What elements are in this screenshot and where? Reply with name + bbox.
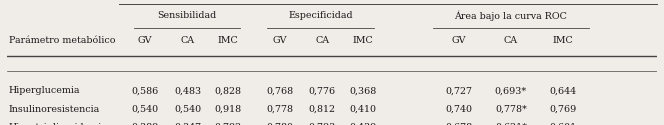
Text: 0,727: 0,727 — [446, 86, 472, 95]
Text: 0,778*: 0,778* — [495, 104, 527, 114]
Text: CA: CA — [315, 36, 329, 45]
Text: 0,769: 0,769 — [549, 104, 576, 114]
Text: 0,439: 0,439 — [349, 123, 376, 125]
Text: 0,740: 0,740 — [446, 104, 472, 114]
Text: 0,918: 0,918 — [214, 104, 242, 114]
Text: 0,483: 0,483 — [174, 86, 201, 95]
Text: 0,601: 0,601 — [549, 123, 576, 125]
Text: 0,389: 0,389 — [131, 123, 159, 125]
Text: IMC: IMC — [218, 36, 238, 45]
Text: 0,347: 0,347 — [174, 123, 201, 125]
Text: 0,812: 0,812 — [309, 104, 336, 114]
Text: 0,792: 0,792 — [214, 123, 242, 125]
Text: Parámetro metabólico: Parámetro metabólico — [9, 36, 115, 45]
Text: 0,621*: 0,621* — [495, 123, 527, 125]
Text: GV: GV — [452, 36, 466, 45]
Text: 0,828: 0,828 — [214, 86, 242, 95]
Text: Hiperglucemia: Hiperglucemia — [9, 86, 80, 95]
Text: 0,410: 0,410 — [349, 104, 376, 114]
Text: Insulinoresistencia: Insulinoresistencia — [9, 104, 100, 114]
Text: 0,368: 0,368 — [349, 86, 376, 95]
Text: CA: CA — [504, 36, 518, 45]
Text: 0,540: 0,540 — [131, 104, 159, 114]
Text: 0,776: 0,776 — [309, 86, 336, 95]
Text: Hipertrigliceridemia: Hipertrigliceridemia — [9, 123, 108, 125]
Text: CA: CA — [181, 36, 195, 45]
Text: Especificidad: Especificidad — [289, 12, 353, 20]
Text: 0,693*: 0,693* — [495, 86, 527, 95]
Text: 0,644: 0,644 — [549, 86, 576, 95]
Text: 0,678: 0,678 — [446, 123, 473, 125]
Text: 0,778: 0,778 — [266, 104, 293, 114]
Text: Sensibilidad: Sensibilidad — [157, 12, 216, 20]
Text: IMC: IMC — [352, 36, 373, 45]
Text: GV: GV — [273, 36, 288, 45]
Text: 0,768: 0,768 — [266, 86, 293, 95]
Text: 0,586: 0,586 — [131, 86, 159, 95]
Text: 0,793: 0,793 — [309, 123, 336, 125]
Text: GV: GV — [138, 36, 153, 45]
Text: IMC: IMC — [552, 36, 574, 45]
Text: 0,540: 0,540 — [174, 104, 201, 114]
Text: 0,780: 0,780 — [266, 123, 293, 125]
Text: Área bajo la curva ROC: Área bajo la curva ROC — [455, 11, 567, 21]
